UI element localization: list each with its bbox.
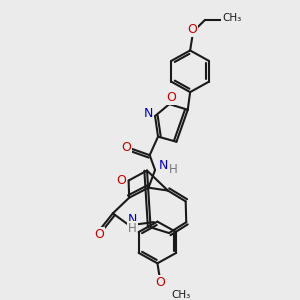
Text: CH₃: CH₃ (171, 290, 190, 300)
Text: N: N (144, 107, 153, 120)
Text: O: O (94, 228, 104, 241)
Text: N: N (128, 213, 137, 226)
Text: H: H (128, 222, 136, 235)
Text: O: O (116, 174, 126, 187)
Text: O: O (166, 91, 176, 104)
Text: O: O (188, 23, 197, 36)
Text: O: O (121, 141, 131, 154)
Text: O: O (155, 276, 165, 289)
Text: N: N (159, 159, 168, 172)
Text: H: H (169, 163, 177, 176)
Text: CH₃: CH₃ (222, 13, 242, 23)
